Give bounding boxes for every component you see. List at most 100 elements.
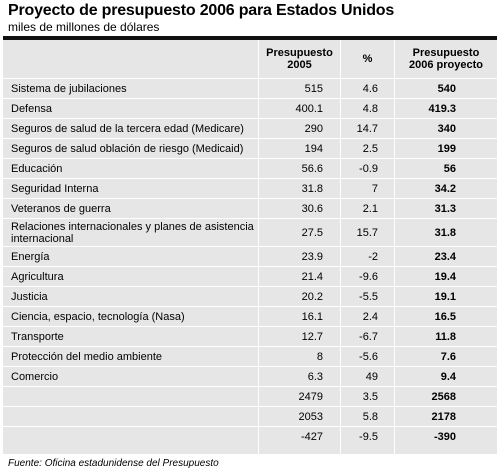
row-divider — [3, 118, 497, 119]
row-label: Sistema de jubilaciones — [11, 83, 127, 95]
column-divider — [394, 40, 395, 454]
value-2005: 8 — [316, 351, 323, 363]
value-2006: 56 — [443, 163, 456, 175]
header-text: 2006 proyecto — [409, 59, 483, 71]
value-percent: -5.6 — [359, 351, 378, 363]
value-2006: 34.2 — [434, 183, 456, 195]
value-2006: -390 — [433, 431, 456, 443]
row-divider — [3, 366, 497, 367]
value-2006: 16.5 — [434, 311, 456, 323]
value-percent: -9.6 — [359, 271, 378, 283]
value-2005: -427 — [300, 431, 323, 443]
value-2006: 7.6 — [440, 351, 456, 363]
value-percent: 49 — [365, 371, 378, 383]
row-label: Justicia — [11, 291, 48, 303]
value-2005: 2479 — [298, 391, 323, 403]
value-2005: 56.6 — [301, 163, 323, 175]
table-row: Agricultura 21.4 -9.6 19.4 — [3, 267, 497, 287]
row-divider — [3, 406, 497, 407]
header-text: Presupuesto — [266, 47, 333, 59]
value-2005: 27.5 — [301, 227, 323, 239]
value-percent: 2.1 — [362, 203, 378, 215]
table-row: Sistema de jubilaciones 515 4.6 540 — [3, 79, 497, 99]
table-row: Seguridad Interna 31.8 7 34.2 — [3, 179, 497, 199]
row-label: Agricultura — [11, 271, 64, 283]
row-divider — [3, 98, 497, 99]
header-presupuesto-2005: Presupuesto 2005 — [259, 40, 340, 78]
row-label: Seguros de salud oblación de riesgo (Med… — [11, 143, 244, 155]
value-2005: 16.1 — [301, 311, 323, 323]
header-text: 2005 — [287, 59, 312, 71]
value-percent: 4.8 — [362, 103, 378, 115]
header-presupuesto-2006: Presupuesto 2006 proyecto — [395, 40, 497, 78]
table-row: Comercio 6.3 49 9.4 — [3, 367, 497, 387]
row-divider — [3, 306, 497, 307]
row-divider — [3, 198, 497, 199]
row-divider — [3, 346, 497, 347]
value-percent: 15.7 — [356, 227, 378, 239]
row-label — [11, 407, 261, 427]
row-divider — [3, 218, 497, 219]
value-percent: -0.9 — [359, 163, 378, 175]
header-text: % — [362, 53, 373, 65]
value-percent: 5.8 — [362, 411, 378, 423]
row-divider — [3, 158, 497, 159]
value-2006: 340 — [437, 123, 456, 135]
row-divider — [3, 386, 497, 387]
page-title: Proyecto de presupuesto 2006 para Estado… — [8, 2, 395, 19]
value-percent: 2.4 — [362, 311, 378, 323]
value-2005: 2053 — [298, 411, 323, 423]
row-divider — [3, 426, 497, 427]
value-percent: 14.7 — [356, 123, 378, 135]
table-row: Justicia 20.2 -5.5 19.1 — [3, 287, 497, 307]
table-row: 2053 5.8 2178 — [3, 407, 497, 427]
header-text: Presupuesto — [412, 47, 480, 59]
page-subtitle: miles de millones de dólares — [8, 20, 160, 34]
value-2005: 194 — [304, 143, 323, 155]
value-2006: 19.1 — [434, 291, 456, 303]
value-percent: 3.5 — [362, 391, 378, 403]
value-2005: 12.7 — [301, 331, 323, 343]
table-row: Energía 23.9 -2 23.4 — [3, 247, 497, 267]
value-2006: 9.4 — [440, 371, 456, 383]
row-divider — [3, 266, 497, 267]
table-row: Veteranos de guerra 30.6 2.1 31.3 — [3, 199, 497, 219]
row-label: Relaciones internacionales y planes de a… — [11, 221, 254, 245]
row-label: Protección del medio ambiente — [11, 351, 163, 363]
value-2006: 2178 — [431, 411, 456, 423]
row-label: Ciencia, espacio, tecnología (Nasa) — [11, 311, 185, 323]
row-label: Comercio — [11, 371, 59, 383]
row-label: Seguros de salud de la tercera edad (Med… — [11, 123, 244, 135]
value-2005: 31.8 — [301, 183, 323, 195]
value-2006: 199 — [437, 143, 456, 155]
table-row: Seguros de salud oblación de riesgo (Med… — [3, 139, 497, 159]
table-row: -427 -9.5 -390 — [3, 427, 497, 447]
value-2005: 30.6 — [301, 203, 323, 215]
table-row: Seguros de salud de la tercera edad (Med… — [3, 119, 497, 139]
row-divider — [3, 326, 497, 327]
header-percent: % — [341, 40, 394, 78]
row-label: Educación — [11, 163, 63, 175]
value-2006: 419.3 — [428, 103, 456, 115]
row-label: Seguridad Interna — [11, 183, 99, 195]
value-2005: 20.2 — [301, 291, 323, 303]
value-percent: 2.5 — [362, 143, 378, 155]
row-divider — [3, 246, 497, 247]
value-percent: 7 — [371, 183, 378, 195]
value-2006: 2568 — [431, 391, 456, 403]
value-2006: 31.3 — [434, 203, 456, 215]
row-label — [11, 427, 261, 447]
value-2006: 23.4 — [434, 251, 456, 263]
row-label: Transporte — [11, 331, 64, 343]
value-2005: 23.9 — [301, 251, 323, 263]
value-percent: -2 — [368, 251, 378, 263]
value-percent: 4.6 — [362, 83, 378, 95]
table-row: Protección del medio ambiente 8 -5.6 7.6 — [3, 347, 497, 367]
column-divider — [340, 40, 341, 454]
value-percent: -6.7 — [359, 331, 378, 343]
row-divider — [3, 138, 497, 139]
table-row: Relaciones internacionales y planes de a… — [3, 219, 497, 247]
table-row: Transporte 12.7 -6.7 11.8 — [3, 327, 497, 347]
value-2005: 515 — [304, 83, 323, 95]
